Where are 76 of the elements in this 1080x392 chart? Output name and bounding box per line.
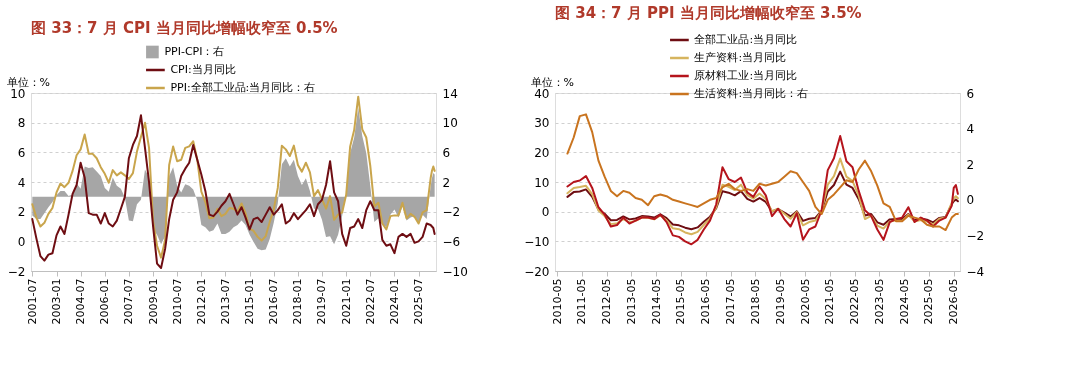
y-tick-label: 10 bbox=[534, 175, 550, 190]
y2-tick-label: 2 bbox=[442, 175, 451, 190]
y2-tick-label: −2 bbox=[966, 228, 985, 243]
y2-tick-label: 6 bbox=[442, 145, 451, 160]
y2-tick-label: 10 bbox=[442, 116, 458, 131]
y2-tick-label: 6 bbox=[966, 86, 975, 101]
y2-tick-label: 2 bbox=[966, 157, 975, 172]
x-tick-label: 2023-05 bbox=[872, 278, 886, 325]
x-tick-label: 2010-07 bbox=[170, 278, 184, 325]
x-tick-label: 2021-01 bbox=[339, 278, 353, 325]
y2-tick-label: −6 bbox=[442, 234, 461, 249]
x-tick-label: 2026-05 bbox=[947, 278, 961, 325]
y2-tick-label: −2 bbox=[442, 205, 461, 220]
y-tick-label: 8 bbox=[17, 116, 26, 131]
x-tick-label: 2022-05 bbox=[848, 278, 862, 325]
y-tick-label: 10 bbox=[10, 86, 26, 101]
x-tick-label: 2016-05 bbox=[699, 278, 713, 325]
y2-tick-label: 14 bbox=[442, 86, 458, 101]
y-tick-label: 0 bbox=[17, 234, 26, 249]
line-series bbox=[566, 135, 959, 246]
x-tick-label: 2024-05 bbox=[897, 278, 911, 325]
x-tick-label: 2011-05 bbox=[575, 278, 589, 325]
y-tick-label: 0 bbox=[541, 205, 550, 220]
line-series bbox=[566, 157, 959, 236]
y-tick-label: 30 bbox=[534, 116, 550, 131]
legend-label: 生活资料:当月同比：右 bbox=[694, 87, 809, 100]
chart-title: 图 34：7 月 PPI 当月同比增幅收窄至 3.5% bbox=[555, 4, 862, 22]
x-tick-label: 2012-05 bbox=[600, 278, 614, 325]
y-tick-label: 40 bbox=[534, 86, 550, 101]
y2-tick-label: 0 bbox=[966, 193, 975, 208]
x-tick-label: 2020-05 bbox=[798, 278, 812, 325]
line-series bbox=[566, 170, 959, 231]
x-tick-label: 2019-05 bbox=[773, 278, 787, 325]
x-tick-label: 2024-01 bbox=[387, 278, 401, 325]
y2-tick-label: −4 bbox=[966, 264, 985, 279]
y-tick-label: 6 bbox=[17, 145, 26, 160]
x-tick-label: 2015-01 bbox=[243, 278, 257, 325]
y-axis-title: 单位：% bbox=[6, 75, 50, 89]
x-tick-label: 2009-01 bbox=[146, 278, 160, 325]
x-tick-label: 2001-07 bbox=[25, 278, 39, 325]
y-axis-title: 单位：% bbox=[530, 75, 574, 89]
legend-label: 原材料工业:当月同比 bbox=[694, 69, 798, 82]
line-series bbox=[566, 113, 959, 232]
y2-tick-label: 4 bbox=[966, 122, 975, 137]
x-tick-label: 2022-07 bbox=[363, 278, 377, 325]
x-tick-label: 2018-01 bbox=[291, 278, 305, 325]
x-tick-label: 2019-07 bbox=[315, 278, 329, 325]
x-tick-label: 2021-05 bbox=[823, 278, 837, 325]
legend-label: CPI:当月同比 bbox=[170, 63, 236, 76]
x-tick-label: 2014-05 bbox=[649, 278, 663, 325]
x-tick-label: 2012-01 bbox=[194, 278, 208, 325]
chart-title: 图 33：7 月 CPI 当月同比增幅收窄至 0.5% bbox=[31, 19, 338, 37]
x-tick-label: 2004-07 bbox=[74, 278, 88, 325]
x-tick-label: 2003-01 bbox=[50, 278, 64, 325]
y-tick-label: 20 bbox=[534, 145, 550, 160]
x-tick-label: 2016-07 bbox=[267, 278, 281, 325]
x-tick-label: 2013-07 bbox=[218, 278, 232, 325]
legend-label: 全部工业品:当月同比 bbox=[694, 33, 798, 46]
x-tick-label: 2025-07 bbox=[412, 278, 426, 325]
legend-label: PPI:全部工业品:当月同比：右 bbox=[170, 81, 316, 94]
y-tick-label: 2 bbox=[17, 205, 26, 220]
y-tick-label: 4 bbox=[17, 175, 26, 190]
x-tick-label: 2025-05 bbox=[922, 278, 936, 325]
x-tick-label: 2007-07 bbox=[122, 278, 136, 325]
y-tick-label: −2 bbox=[7, 264, 26, 279]
x-tick-label: 2015-05 bbox=[674, 278, 688, 325]
y-tick-label: −10 bbox=[524, 234, 550, 249]
legend-label: 生产资料:当月同比 bbox=[694, 51, 787, 64]
x-tick-label: 2018-05 bbox=[748, 278, 762, 325]
legend-label: PPI-CPI：右 bbox=[164, 45, 225, 58]
x-tick-label: 2017-05 bbox=[724, 278, 738, 325]
x-tick-label: 2006-01 bbox=[98, 278, 112, 325]
y2-tick-label: −10 bbox=[442, 264, 468, 279]
x-tick-label: 2010-05 bbox=[550, 278, 564, 325]
x-tick-label: 2013-05 bbox=[624, 278, 638, 325]
y-tick-label: −20 bbox=[524, 264, 550, 279]
